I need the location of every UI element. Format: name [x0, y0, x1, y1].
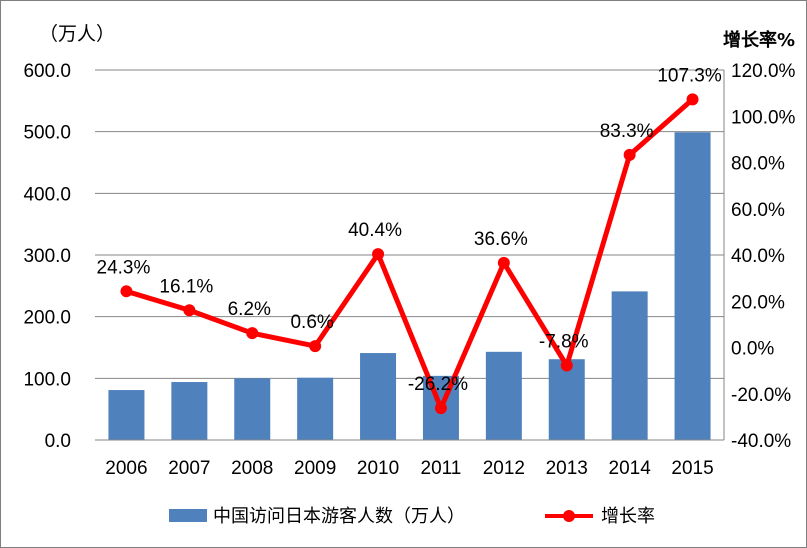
right-axis-unit-label: 增长率%	[723, 29, 795, 51]
category-label: 2011	[421, 458, 462, 479]
growth-rate-point	[246, 327, 259, 340]
growth-rate-label: 107.3%	[657, 65, 722, 86]
growth-rate-label: -7.8%	[539, 332, 589, 353]
category-label: 2006	[105, 458, 147, 479]
growth-rate-label: 6.2%	[228, 299, 271, 320]
legend-line-label: 增长率	[601, 506, 655, 527]
right-tick-label: 120.0%	[731, 61, 796, 82]
category-label: 2012	[483, 458, 525, 479]
growth-rate-point	[434, 402, 447, 415]
right-tick-label: -20.0%	[731, 385, 791, 406]
left-tick-label: 100.0	[23, 369, 71, 390]
left-tick-label: 0.0	[45, 431, 71, 452]
legend: 中国访问日本游客人数（万人） 增长率	[169, 506, 655, 527]
right-tick-label: 80.0%	[731, 154, 785, 175]
growth-rate-label: 40.4%	[348, 220, 402, 241]
left-tick-label: 600.0	[23, 61, 71, 82]
growth-rate-label: -26.2%	[408, 374, 468, 395]
growth-rate-point	[686, 93, 699, 106]
left-tick-label: 400.0	[23, 184, 71, 205]
growth-rate-line	[125, 97, 695, 411]
bar	[548, 359, 585, 440]
axes: 0.0 100.0 200.0 300.0 400.0 500.0 600.0 -40.0% -…	[23, 61, 795, 479]
category-label: 2014	[609, 458, 652, 479]
bar	[234, 378, 271, 440]
category-label: 2009	[294, 458, 336, 479]
bar	[674, 132, 711, 441]
bar	[171, 382, 208, 440]
legend-line-marker	[563, 510, 575, 522]
category-label: 2007	[168, 458, 210, 479]
data-labels: 24.3% 16.1% 6.2% 0.6% 40.4% -26.2% 36.6% -7.8% 8…	[97, 65, 722, 395]
left-tick-label: 300.0	[23, 246, 71, 267]
bar	[485, 351, 522, 440]
bar-series	[108, 132, 711, 441]
bar	[297, 377, 334, 440]
growth-rate-label: 0.6%	[290, 312, 333, 333]
line-series	[120, 93, 699, 415]
category-label: 2008	[231, 458, 273, 479]
growth-rate-point	[372, 248, 385, 261]
bar	[360, 353, 397, 440]
growth-rate-label: 83.3%	[600, 121, 654, 142]
growth-rate-point	[623, 148, 636, 161]
bar	[611, 291, 648, 440]
category-label: 2015	[671, 458, 713, 479]
category-label: 2010	[357, 458, 399, 479]
right-tick-label: -40.0%	[731, 431, 791, 452]
left-tick-label: 500.0	[23, 123, 71, 144]
growth-rate-point	[497, 256, 510, 269]
growth-rate-label: 36.6%	[474, 229, 528, 250]
growth-rate-point	[183, 304, 196, 317]
right-tick-label: 20.0%	[731, 292, 785, 313]
left-tick-label: 200.0	[23, 308, 71, 329]
growth-rate-label: 24.3%	[97, 257, 151, 278]
left-axis-unit-label: （万人）	[39, 23, 115, 45]
growth-rate-label: 16.1%	[159, 276, 213, 297]
growth-rate-point	[560, 359, 573, 372]
right-tick-label: 40.0%	[731, 246, 785, 267]
category-label: 2013	[546, 458, 588, 479]
legend-bar-swatch	[169, 509, 207, 522]
growth-rate-point	[309, 340, 322, 353]
right-tick-label: 100.0%	[731, 107, 796, 128]
growth-rate-point	[120, 285, 133, 298]
bar	[108, 390, 145, 440]
right-tick-label: 60.0%	[731, 200, 785, 221]
right-tick-label: 0.0%	[731, 339, 774, 360]
legend-bar-label: 中国访问日本游客人数（万人）	[213, 506, 465, 527]
